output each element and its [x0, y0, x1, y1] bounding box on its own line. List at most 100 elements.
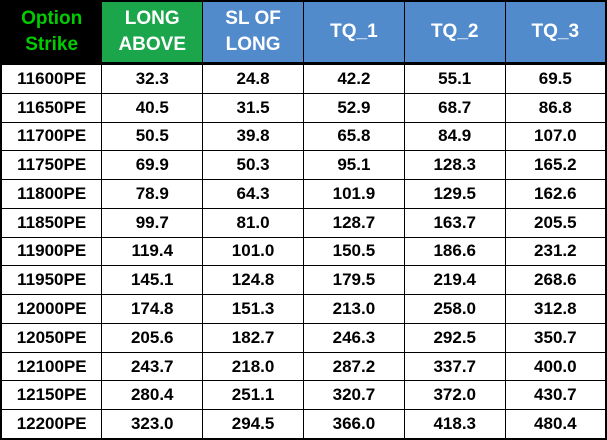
- table-row: 11950PE 145.1 124.8 179.5 219.4 268.6: [0, 265, 607, 296]
- value-cell[interactable]: 55.1: [403, 63, 506, 94]
- col-header-tq-3[interactable]: TQ_3: [504, 0, 607, 65]
- value-cell[interactable]: 163.7: [403, 207, 506, 238]
- value-cell[interactable]: 52.9: [302, 92, 405, 123]
- value-cell[interactable]: 418.3: [403, 409, 506, 440]
- value-cell[interactable]: 68.7: [403, 92, 506, 123]
- col-header-long-above[interactable]: LONG ABOVE: [101, 0, 204, 65]
- value-cell[interactable]: 213.0: [302, 294, 405, 324]
- table-row: 12050PE 205.6 182.7 246.3 292.5 350.7: [0, 322, 607, 353]
- table-row: 11600PE 32.3 24.8 42.2 55.1 69.5: [0, 63, 607, 94]
- value-cell[interactable]: 65.8: [302, 121, 405, 152]
- value-cell[interactable]: 480.4: [504, 409, 607, 440]
- col-header-sl-of-long[interactable]: SL OF LONG: [202, 0, 304, 65]
- value-cell[interactable]: 350.7: [504, 322, 607, 353]
- strike-cell[interactable]: 11650PE: [0, 92, 103, 123]
- value-cell[interactable]: 24.8: [202, 63, 304, 94]
- value-cell[interactable]: 32.3: [101, 63, 204, 94]
- value-cell[interactable]: 31.5: [202, 92, 304, 123]
- value-cell[interactable]: 205.5: [504, 207, 607, 238]
- value-cell[interactable]: 129.5: [403, 179, 506, 209]
- value-cell[interactable]: 145.1: [101, 265, 204, 296]
- value-cell[interactable]: 84.9: [403, 121, 506, 152]
- value-cell[interactable]: 128.3: [403, 150, 506, 181]
- value-cell[interactable]: 320.7: [302, 380, 405, 411]
- col-header-tq-2[interactable]: TQ_2: [403, 0, 506, 65]
- value-cell[interactable]: 294.5: [202, 409, 304, 440]
- value-cell[interactable]: 64.3: [202, 179, 304, 209]
- value-cell[interactable]: 231.2: [504, 236, 607, 267]
- value-cell[interactable]: 218.0: [202, 351, 304, 382]
- value-cell[interactable]: 101.0: [202, 236, 304, 267]
- value-cell[interactable]: 50.3: [202, 150, 304, 181]
- value-cell[interactable]: 174.8: [101, 294, 204, 324]
- value-cell[interactable]: 182.7: [202, 322, 304, 353]
- strike-cell[interactable]: 12200PE: [0, 409, 103, 440]
- value-cell[interactable]: 86.8: [504, 92, 607, 123]
- value-cell[interactable]: 151.3: [202, 294, 304, 324]
- table-row: 11800PE 78.9 64.3 101.9 129.5 162.6: [0, 179, 607, 209]
- value-cell[interactable]: 268.6: [504, 265, 607, 296]
- value-cell[interactable]: 50.5: [101, 121, 204, 152]
- value-cell[interactable]: 150.5: [302, 236, 405, 267]
- value-cell[interactable]: 119.4: [101, 236, 204, 267]
- value-cell[interactable]: 337.7: [403, 351, 506, 382]
- value-cell[interactable]: 78.9: [101, 179, 204, 209]
- value-cell[interactable]: 40.5: [101, 92, 204, 123]
- value-cell[interactable]: 258.0: [403, 294, 506, 324]
- strike-cell[interactable]: 11900PE: [0, 236, 103, 267]
- header-row: Option Strike LONG ABOVE SL OF LONG TQ_1…: [0, 0, 607, 65]
- value-cell[interactable]: 39.8: [202, 121, 304, 152]
- table-row: 11900PE 119.4 101.0 150.5 186.6 231.2: [0, 236, 607, 267]
- value-cell[interactable]: 99.7: [101, 207, 204, 238]
- value-cell[interactable]: 243.7: [101, 351, 204, 382]
- value-cell[interactable]: 323.0: [101, 409, 204, 440]
- value-cell[interactable]: 186.6: [403, 236, 506, 267]
- value-cell[interactable]: 69.5: [504, 63, 607, 94]
- strike-cell[interactable]: 12000PE: [0, 294, 103, 324]
- value-cell[interactable]: 95.1: [302, 150, 405, 181]
- value-cell[interactable]: 219.4: [403, 265, 506, 296]
- value-cell[interactable]: 42.2: [302, 63, 405, 94]
- value-cell[interactable]: 101.9: [302, 179, 405, 209]
- value-cell[interactable]: 69.9: [101, 150, 204, 181]
- value-cell[interactable]: 124.8: [202, 265, 304, 296]
- value-cell[interactable]: 372.0: [403, 380, 506, 411]
- strike-cell[interactable]: 11700PE: [0, 121, 103, 152]
- value-cell[interactable]: 165.2: [504, 150, 607, 181]
- table-row: 12150PE 280.4 251.1 320.7 372.0 430.7: [0, 380, 607, 411]
- col-header-option-strike[interactable]: Option Strike: [0, 0, 103, 65]
- strike-cell[interactable]: 11800PE: [0, 179, 103, 209]
- table-row: 11850PE 99.7 81.0 128.7 163.7 205.5: [0, 207, 607, 238]
- value-cell[interactable]: 246.3: [302, 322, 405, 353]
- table-row: 11750PE 69.9 50.3 95.1 128.3 165.2: [0, 150, 607, 181]
- value-cell[interactable]: 162.6: [504, 179, 607, 209]
- value-cell[interactable]: 280.4: [101, 380, 204, 411]
- strike-cell[interactable]: 12050PE: [0, 322, 103, 353]
- strike-cell[interactable]: 11950PE: [0, 265, 103, 296]
- value-cell[interactable]: 292.5: [403, 322, 506, 353]
- value-cell[interactable]: 400.0: [504, 351, 607, 382]
- value-cell[interactable]: 81.0: [202, 207, 304, 238]
- strike-cell[interactable]: 11850PE: [0, 207, 103, 238]
- table-row: 12200PE 323.0 294.5 366.0 418.3 480.4: [0, 409, 607, 440]
- table-row: 11700PE 50.5 39.8 65.8 84.9 107.0: [0, 121, 607, 152]
- strike-cell[interactable]: 12100PE: [0, 351, 103, 382]
- value-cell[interactable]: 128.7: [302, 207, 405, 238]
- table-body: 11600PE 32.3 24.8 42.2 55.1 69.5 11650PE…: [0, 63, 607, 440]
- table-row: 12000PE 174.8 151.3 213.0 258.0 312.8: [0, 294, 607, 324]
- table-row: 11650PE 40.5 31.5 52.9 68.7 86.8: [0, 92, 607, 123]
- strike-cell[interactable]: 12150PE: [0, 380, 103, 411]
- value-cell[interactable]: 179.5: [302, 265, 405, 296]
- value-cell[interactable]: 287.2: [302, 351, 405, 382]
- value-cell[interactable]: 107.0: [504, 121, 607, 152]
- col-header-tq-1[interactable]: TQ_1: [302, 0, 405, 65]
- strike-cell[interactable]: 11600PE: [0, 63, 103, 94]
- value-cell[interactable]: 205.6: [101, 322, 204, 353]
- value-cell[interactable]: 430.7: [504, 380, 607, 411]
- value-cell[interactable]: 312.8: [504, 294, 607, 324]
- value-cell[interactable]: 366.0: [302, 409, 405, 440]
- value-cell[interactable]: 251.1: [202, 380, 304, 411]
- strike-cell[interactable]: 11750PE: [0, 150, 103, 181]
